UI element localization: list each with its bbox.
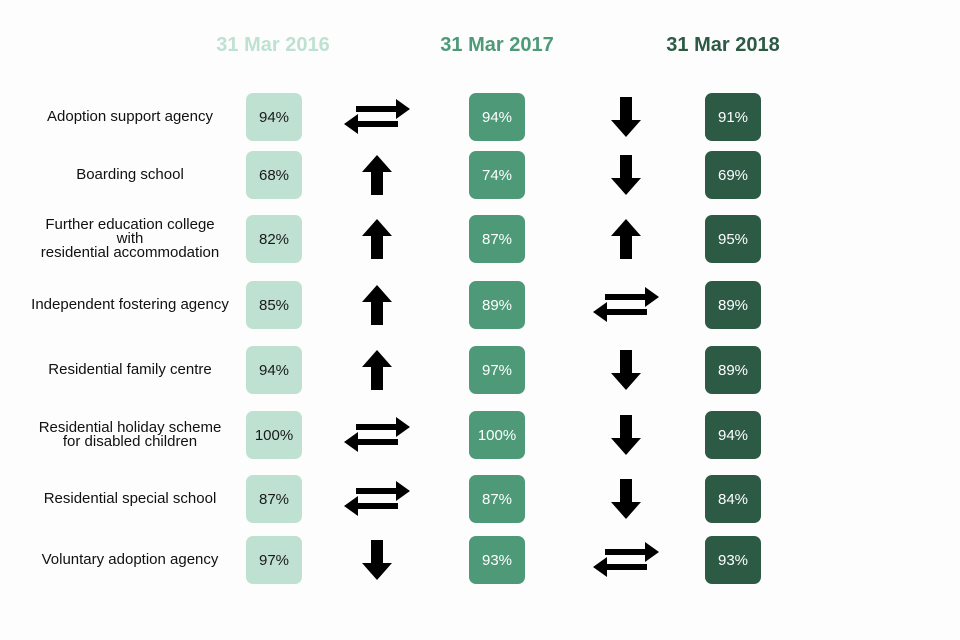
- trend-up-icon: [342, 347, 412, 393]
- header-2017: 31 Mar 2017: [440, 34, 554, 56]
- value-2017: 87%: [469, 475, 525, 523]
- value-2016: 87%: [246, 475, 302, 523]
- row-label: Residential family centre: [48, 361, 212, 378]
- value-2018: 91%: [705, 93, 761, 141]
- value-2016: 82%: [246, 215, 302, 263]
- value-2017: 89%: [469, 281, 525, 329]
- trend-down-icon: [591, 152, 661, 198]
- value-2017: 93%: [469, 536, 525, 584]
- trend-up-icon: [342, 152, 412, 198]
- value-2018: 94%: [705, 411, 761, 459]
- value-2016: 94%: [246, 93, 302, 141]
- trend-swap-icon: [342, 412, 412, 458]
- value-2018: 93%: [705, 536, 761, 584]
- trend-down-icon: [591, 476, 661, 522]
- value-2016: 94%: [246, 346, 302, 394]
- row-label: Boarding school: [76, 166, 184, 183]
- value-2016: 85%: [246, 281, 302, 329]
- trend-down-icon: [591, 94, 661, 140]
- value-2018: 89%: [705, 281, 761, 329]
- value-2017: 100%: [469, 411, 525, 459]
- value-2018: 84%: [705, 475, 761, 523]
- value-2017: 74%: [469, 151, 525, 199]
- trend-swap-icon: [342, 476, 412, 522]
- row-label: Residential special school: [43, 490, 217, 507]
- value-2017: 94%: [469, 93, 525, 141]
- row-label: Voluntary adoption agency: [41, 551, 219, 568]
- row-label: Independent fostering agency: [31, 296, 229, 313]
- trend-up-icon: [342, 282, 412, 328]
- row-label: Further education college with residential…: [40, 216, 220, 261]
- value-2016: 68%: [246, 151, 302, 199]
- trend-swap-icon: [591, 537, 661, 583]
- value-2018: 69%: [705, 151, 761, 199]
- trend-down-icon: [591, 347, 661, 393]
- trend-up-icon: [591, 216, 661, 262]
- value-2016: 100%: [246, 411, 302, 459]
- value-2016: 97%: [246, 536, 302, 584]
- trend-up-icon: [342, 216, 412, 262]
- header-2018: 31 Mar 2018: [666, 34, 780, 56]
- value-2018: 89%: [705, 346, 761, 394]
- value-2018: 95%: [705, 215, 761, 263]
- value-2017: 87%: [469, 215, 525, 263]
- trend-swap-icon: [342, 94, 412, 140]
- row-label: Residential holiday scheme for disabled c…: [38, 419, 222, 450]
- trend-down-icon: [591, 412, 661, 458]
- trend-swap-icon: [591, 282, 661, 328]
- header-2016: 31 Mar 2016: [216, 34, 330, 56]
- trend-down-icon: [342, 537, 412, 583]
- value-2017: 97%: [469, 346, 525, 394]
- row-label: Adoption support agency: [47, 108, 213, 125]
